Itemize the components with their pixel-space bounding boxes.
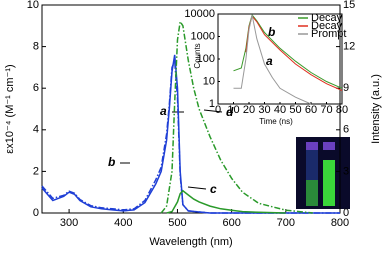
y-tick-label: 6 bbox=[33, 82, 39, 94]
y2-tick-label: 15 bbox=[343, 0, 355, 11]
x-tick-label: 30 bbox=[258, 104, 270, 116]
legend-label: Decay bbox=[311, 12, 343, 24]
x-tick-label: 600 bbox=[222, 217, 240, 229]
y-tick-label: 4 bbox=[33, 124, 39, 136]
y2-tick-label: 6 bbox=[343, 124, 349, 136]
y-tick-label: 2 bbox=[33, 165, 39, 177]
y2-tick-label: 0 bbox=[343, 207, 349, 219]
plot-frame bbox=[41, 4, 341, 214]
x-tick-label: 500 bbox=[168, 217, 186, 229]
x-tick-label: 80 bbox=[336, 104, 348, 116]
annotation: b bbox=[268, 25, 275, 39]
x-tick-label: 20 bbox=[243, 104, 255, 116]
inset-x-label: Time (ns) bbox=[259, 117, 293, 126]
y2-tick-label: 9 bbox=[343, 82, 349, 94]
x-tick-label: 40 bbox=[274, 104, 286, 116]
y-tick-label: 0 bbox=[33, 207, 39, 219]
x-tick-label: 50 bbox=[289, 104, 301, 116]
annotation: b bbox=[108, 155, 115, 169]
y2-axis-label: Intensity (a.u.) bbox=[370, 74, 382, 144]
y2-tick-label: 3 bbox=[343, 165, 349, 177]
y-tick-label: 10 bbox=[27, 0, 39, 11]
y-tick-label: 1000 bbox=[191, 30, 215, 42]
inset-y-label: Counts bbox=[193, 43, 202, 68]
y-tick-label: 8 bbox=[33, 41, 39, 53]
legend-label: Prompt bbox=[311, 28, 346, 40]
x-tick-label: 60 bbox=[305, 104, 317, 116]
annotation: c bbox=[210, 182, 217, 196]
y2-tick-label: 12 bbox=[343, 41, 355, 53]
x-tick-label: 10 bbox=[227, 104, 239, 116]
annotation: d bbox=[226, 105, 234, 119]
data-line bbox=[41, 54, 340, 214]
x-tick-label: 70 bbox=[320, 104, 332, 116]
legend-label: Decay bbox=[311, 20, 343, 32]
annotation: a bbox=[160, 104, 167, 118]
data-line bbox=[160, 19, 313, 214]
y-tick-label: 10000 bbox=[184, 8, 215, 20]
annotation: a bbox=[266, 54, 273, 68]
data-line bbox=[233, 13, 343, 89]
x-tick-label: 800 bbox=[331, 217, 349, 229]
x-tick-label: 700 bbox=[277, 217, 295, 229]
data-line bbox=[166, 189, 286, 214]
x-axis-label: Wavelength (nm) bbox=[149, 236, 232, 248]
photo-inset bbox=[296, 137, 350, 209]
x-tick-label: 300 bbox=[60, 217, 78, 229]
y-tick-label: 10 bbox=[203, 75, 215, 87]
y-tick-label: 1 bbox=[209, 98, 215, 110]
x-tick-label: 400 bbox=[114, 217, 132, 229]
data-line bbox=[41, 60, 340, 214]
data-line bbox=[233, 14, 312, 105]
x-tick-label: 0 bbox=[215, 104, 221, 116]
y-axis-label: εx10⁻⁴ (M⁻¹ cm⁻¹) bbox=[4, 64, 16, 153]
y-tick-label: 100 bbox=[197, 53, 215, 65]
